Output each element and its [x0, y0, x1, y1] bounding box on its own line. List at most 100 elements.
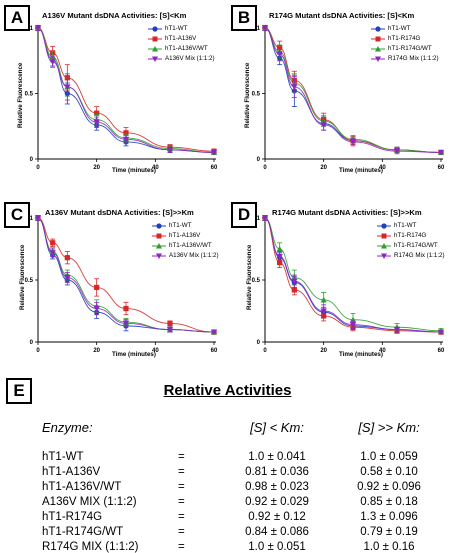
square-marker-icon	[377, 232, 391, 240]
data-point	[320, 308, 327, 315]
activity-low: 0.98 ± 0.023	[245, 481, 309, 493]
data-point	[261, 25, 269, 32]
data-point	[64, 84, 71, 91]
data-point	[64, 274, 71, 281]
triangle-down-marker-icon	[152, 252, 166, 260]
activity-high: 1.0 ± 0.16	[363, 541, 415, 553]
data-point	[210, 149, 218, 156]
legend-item: hT1-R174G/WT	[377, 241, 445, 251]
square-marker-icon	[152, 232, 166, 240]
circle-marker-icon	[371, 25, 385, 33]
legend-label: hT1-WT	[165, 25, 188, 32]
panel-d-title: R174G Mutant dsDNA Activities: [S]>>Km	[272, 208, 422, 217]
panel-b-plot: 0 20 40 60 0 0.5 1	[252, 24, 445, 171]
table-row: hT1-A136V = 0.81 ± 0.036 0.58 ± 0.10	[0, 466, 455, 482]
data-point	[49, 59, 56, 66]
data-point	[276, 253, 283, 260]
data-point	[167, 320, 173, 326]
legend-item: hT1-WT	[371, 24, 439, 34]
equals-sign: =	[178, 466, 185, 478]
enzyme-name: hT1-R174G	[42, 511, 103, 523]
x-tick-label: 20	[93, 165, 100, 171]
legend-label: hT1-A136V/WT	[165, 45, 208, 52]
enzyme-name: hT1-A136V	[42, 466, 101, 478]
y-tick-label: 1	[257, 26, 261, 32]
legend-item: hT1-R174G	[377, 231, 445, 241]
table-row: hT1-A136V/WT = 0.98 ± 0.023 0.92 ± 0.096	[0, 481, 455, 497]
circle-marker-icon	[377, 222, 391, 230]
legend-label: R174G Mix (1:1:2)	[388, 55, 439, 62]
data-point	[437, 329, 445, 336]
data-point	[166, 327, 174, 333]
y-tick-label: 0.5	[252, 278, 261, 284]
data-point	[93, 305, 100, 312]
data-point	[34, 25, 42, 32]
activity-high: 0.92 ± 0.096	[357, 481, 421, 493]
legend-label: hT1-WT	[169, 222, 192, 229]
data-point	[393, 327, 401, 333]
equals-sign: =	[178, 541, 185, 553]
data-point	[64, 255, 70, 261]
x-tick-label: 40	[379, 348, 386, 354]
panel-a-plot: 0 20 40 60 0 0.5 1	[25, 24, 218, 171]
legend-label: A136V Mix (1:1:2)	[169, 252, 219, 259]
legend-item: hT1-WT	[152, 221, 219, 231]
x-tick-label: 20	[320, 165, 327, 171]
y-tick-label: 1	[30, 26, 34, 32]
data-point	[122, 136, 130, 143]
data-point	[123, 305, 129, 312]
panel-a-title: A136V Mutant dsDNA Activities: [S]<Km	[42, 11, 187, 20]
panel-d-plot: 0 20 40 60 0 0.5 1	[252, 214, 445, 354]
x-tick-label: 20	[320, 348, 327, 354]
data-point	[437, 149, 445, 156]
activity-high: 0.85 ± 0.18	[360, 496, 418, 508]
triangle-up-marker-icon	[371, 45, 385, 53]
legend-item: hT1-A136V	[148, 34, 215, 44]
x-tick-label: 60	[438, 165, 445, 171]
x-tick-label: 0	[263, 165, 267, 171]
data-point	[291, 278, 298, 285]
y-tick-label: 0	[257, 340, 261, 346]
panel-b-xlabel: Time (minutes)	[339, 167, 383, 174]
legend-label: hT1-A136V	[165, 35, 197, 42]
legend-item: hT1-R174G	[371, 34, 439, 44]
activity-high: 0.79 ± 0.19	[360, 526, 418, 538]
activity-low: 1.0 ± 0.051	[248, 541, 306, 553]
data-point	[166, 147, 174, 153]
x-tick-label: 0	[36, 165, 40, 171]
y-tick-label: 0	[30, 340, 34, 346]
x-tick-label: 60	[211, 348, 218, 354]
triangle-down-marker-icon	[148, 55, 162, 63]
panel-d: D R174G Mutant dsDNA Activities: [S]>>Km…	[227, 192, 455, 372]
panel-c-ylabel: Relative Fluorescence	[19, 244, 26, 310]
legend-label: R174G Mix (1:1:2)	[394, 252, 445, 259]
enzyme-name: R174G MIX (1:1:2)	[42, 541, 139, 553]
data-point	[393, 148, 401, 155]
panel-a-xlabel: Time (minutes)	[112, 167, 156, 174]
x-tick-label: 40	[379, 165, 386, 171]
legend-label: hT1-WT	[388, 25, 411, 32]
table-header: Enzyme: [S] < Km: [S] >> Km:	[0, 420, 455, 436]
table-row: hT1-WT = 1.0 ± 0.041 1.0 ± 0.059	[0, 451, 455, 467]
data-point	[320, 296, 327, 303]
legend-item: hT1-WT	[377, 221, 445, 231]
data-point	[349, 139, 357, 146]
x-tick-label: 40	[152, 165, 159, 171]
enzyme-name: hT1-R174G/WT	[42, 526, 124, 538]
x-tick-label: 40	[152, 348, 159, 354]
legend-item: hT1-R174G/WT	[371, 44, 439, 54]
activity-low: 0.92 ± 0.12	[248, 511, 306, 523]
panel-b-legend: hT1-WT hT1-R174G hT1-R174G/WT R174G Mix …	[371, 24, 439, 64]
y-tick-label: 0.5	[252, 92, 261, 98]
circle-marker-icon	[152, 222, 166, 230]
legend-label: A136V Mix (1:1:2)	[165, 55, 215, 62]
y-tick-label: 0	[30, 157, 34, 163]
enzyme-name: hT1-A136V/WT	[42, 481, 122, 493]
legend-item: hT1-A136V	[152, 231, 219, 241]
panel-letter-e: E	[6, 378, 32, 404]
y-tick-label: 0	[257, 157, 261, 163]
legend-label: hT1-WT	[394, 222, 417, 229]
x-tick-label: 20	[93, 348, 100, 354]
data-point	[49, 250, 56, 256]
data-point	[320, 122, 327, 129]
